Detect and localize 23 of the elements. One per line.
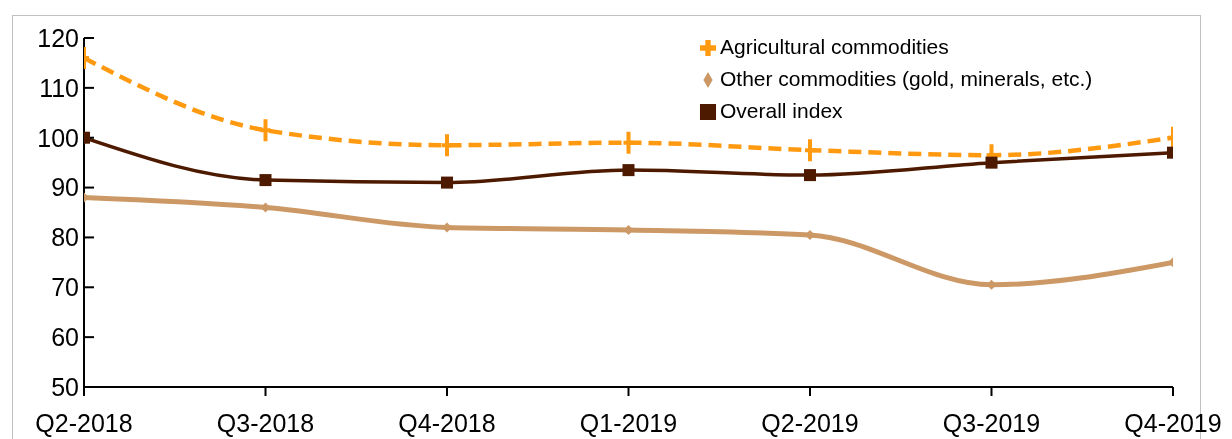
x-tick-label: Q4-2018 xyxy=(398,408,496,437)
y-tick-label: 60 xyxy=(51,323,79,352)
point xyxy=(622,164,635,177)
y-tick-label: 90 xyxy=(51,173,79,202)
x-tick-label: Q4-2019 xyxy=(1124,408,1222,437)
x-tick-label: Q2-2019 xyxy=(761,408,859,437)
x-tick-label: Q2-2018 xyxy=(35,408,133,437)
y-tick-label: 70 xyxy=(51,273,79,302)
point xyxy=(985,156,998,169)
y-tick-label: 50 xyxy=(51,372,79,401)
y-tick-label: 120 xyxy=(37,23,79,52)
point xyxy=(441,176,453,189)
point xyxy=(804,169,816,182)
x-tick-label: Q1-2019 xyxy=(579,408,678,437)
x-tick-label: Q3-2018 xyxy=(216,408,315,437)
legend-label: Agricultural commodities xyxy=(720,35,949,58)
y-tick-label: 110 xyxy=(39,73,79,102)
legend-label: Other commodities (gold, minerals, etc.) xyxy=(720,67,1093,90)
point xyxy=(259,174,272,187)
y-tick-label: 100 xyxy=(37,123,79,152)
y-tick-label: 80 xyxy=(51,223,79,252)
legend-label: Overall index xyxy=(720,99,843,122)
x-tick-label: Q3-2019 xyxy=(942,408,1041,437)
